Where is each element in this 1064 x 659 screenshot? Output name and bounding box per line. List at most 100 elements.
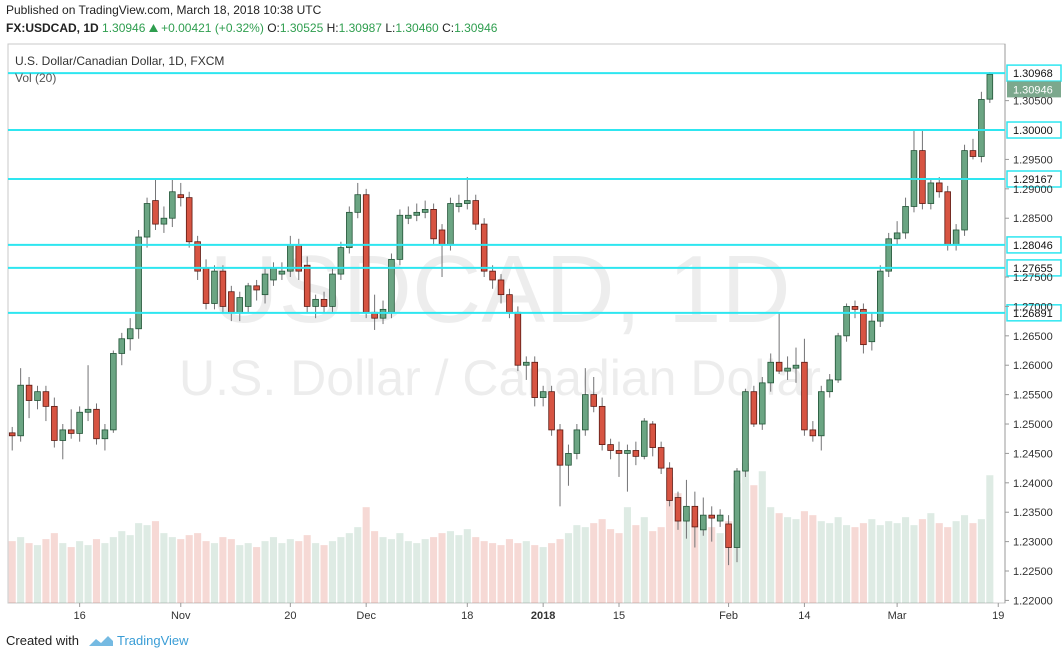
volume-bar [269,537,278,603]
volume-bar [531,545,539,603]
candle-body [8,432,16,437]
last-price-label: 1.30946 [1013,84,1053,96]
candle-body [784,367,791,372]
x-tick-label: Dec [356,610,376,622]
candle-body [354,194,362,213]
symbol: FX:USDCAD, 1D [6,21,99,35]
candle-body [303,264,311,307]
volume-bar [784,517,792,603]
y-tick-label: 1.30500 [1013,96,1053,108]
y-tick-label: 1.29000 [1013,184,1053,196]
high: 1.30987 [338,21,382,35]
x-tick-label: 19 [992,610,1004,622]
brand[interactable]: TradingView [117,633,189,648]
candle-body [202,267,210,304]
candle-body [733,470,741,548]
volume-bar [143,525,151,603]
level-label-box [1006,259,1062,277]
x-tick-label: 18 [461,610,473,622]
candle-body [801,361,808,431]
volume-bar [135,523,143,603]
candle-body [514,311,522,366]
candle-body [464,200,471,204]
x-tick-label: Feb [719,610,738,622]
candle-body [885,238,892,272]
volume-bar [691,519,699,603]
volume-bar [219,537,227,603]
volume-bar [286,539,294,603]
level-label: 1.28046 [1013,240,1053,252]
x-tick-label: 2018 [531,610,555,622]
volume-bar [615,533,623,603]
volume-bar [379,537,387,603]
candle-body [362,194,370,313]
y-tick-label: 1.27500 [1013,272,1053,284]
candle-body [455,203,463,207]
volume-bar [33,545,42,603]
brand-logo [89,636,113,646]
candle-body [978,99,985,157]
candle-body [649,423,656,448]
candle-body [101,429,109,440]
candle-body [851,306,859,310]
low: 1.30460 [395,21,439,35]
volume-bar [160,533,168,603]
volume-bar [632,525,640,603]
candle-body [25,384,33,401]
candle-body [952,229,960,246]
volume-bar [657,527,665,603]
volume-bar [362,507,370,603]
volume-bar [210,543,219,603]
y-tick-label: 1.28500 [1013,213,1053,225]
candle-body [413,211,421,216]
volume-bar [750,485,758,603]
candle-body [582,394,589,431]
volume-bar [607,529,615,603]
volume-bar [185,535,193,603]
candle-body [110,353,117,431]
candle-body [944,191,951,246]
volume-bar [328,541,337,603]
candle-body [211,270,218,304]
candle-body [42,391,50,407]
candle-body [556,429,564,466]
volume-bar [42,539,50,603]
open: 1.30525 [279,21,324,35]
volume-bar [581,527,589,603]
high-label: H: [326,21,339,35]
volume-bar [92,539,101,603]
candle-body [826,379,833,393]
candle-body [598,405,606,445]
candle-body [346,211,353,249]
y-tick-label: 1.24000 [1013,478,1053,490]
candle-body [531,361,538,398]
candle-body [935,182,943,193]
y-tick-label: 1.26000 [1013,360,1053,372]
volume-bar [472,537,480,603]
volume-bar [202,541,210,603]
volume-bar [8,541,16,603]
candle-body [809,429,817,437]
level-label-box [1006,170,1062,188]
level-label: 1.29167 [1013,174,1053,186]
volume-bar [227,539,235,603]
candle-body [792,364,800,369]
candle-body [126,328,134,340]
level-label: 1.27655 [1013,263,1053,275]
candle-body [497,279,505,296]
volume-bar [463,529,471,603]
volume-bar [312,543,320,603]
volume-bar [522,541,530,603]
candle-body [961,150,968,231]
volume-bar [278,543,286,603]
y-tick-label: 1.23500 [1013,507,1053,519]
candle-body [160,217,168,225]
candle-body [438,229,446,246]
volume-bar [902,517,910,603]
x-tick-label: 16 [74,610,86,622]
volume-bar [977,519,985,603]
candle-body [716,514,724,522]
volume-bar [910,525,918,603]
axis-layer: 1.22000 1.22500 1.23000 1.23500 1.24000 1.245… [74,96,1053,622]
volume-bar [649,531,657,603]
